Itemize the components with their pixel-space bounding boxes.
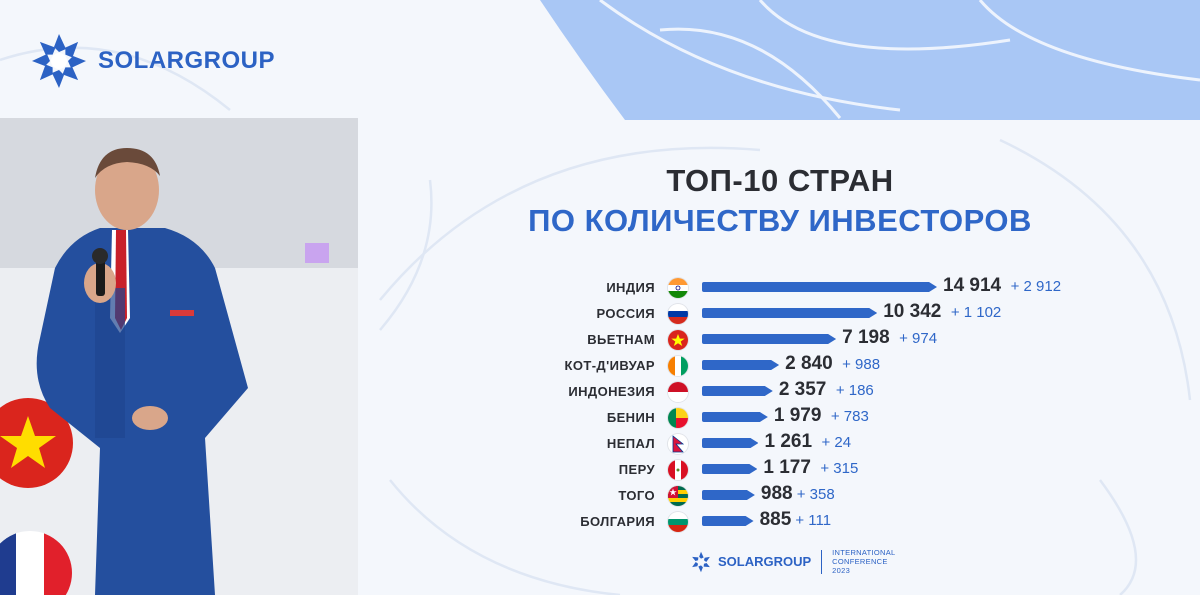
country-label: ПЕРУ [618, 462, 655, 477]
value-label: 10 342 [883, 301, 942, 322]
togo-flag-icon [668, 486, 688, 506]
peru-flag-icon [668, 460, 688, 480]
increase-label: + 974 [899, 330, 938, 347]
country-label: ИНДИЯ [606, 280, 655, 295]
country-label: БОЛГАРИЯ [580, 514, 655, 529]
value-label: 1 177 [763, 457, 811, 478]
conference-footer: SOLARGROUP INTERNATIONAL CONFERENCE 2023 [690, 548, 896, 575]
russia-flag-icon [668, 304, 688, 324]
increase-label: + 2 912 [1010, 278, 1062, 295]
increase-label: + 111 [795, 512, 832, 529]
speaker-image [0, 118, 358, 595]
bar [702, 282, 937, 292]
value-label: 885 [759, 509, 792, 530]
increase-label: + 24 [821, 434, 852, 451]
bar [702, 412, 768, 422]
bar [702, 360, 779, 370]
value-label: 7 198 [842, 327, 890, 348]
nepal-flag-icon [668, 434, 688, 454]
value-label: 2 840 [785, 353, 833, 374]
country-label: КОТ-Д'ИВУАР [564, 358, 655, 373]
bar [702, 308, 877, 318]
conference-line3: 2023 [832, 566, 851, 575]
india-flag-icon [668, 278, 688, 298]
value-label: 2 357 [778, 379, 827, 400]
brand-name: SOLARGROUP [98, 47, 276, 74]
value-label: 14 914 [943, 275, 1002, 296]
country-label: БЕНИН [606, 410, 655, 425]
bar [702, 438, 758, 448]
country-label: РОССИЯ [596, 306, 655, 321]
chart-row: БОЛГАРИЯ 885 + 111 [500, 509, 1100, 535]
chart-row: ИНДИЯ 14 914 + 2 912 [500, 275, 1100, 301]
benin-flag-icon [668, 408, 688, 428]
solar-logo-icon [32, 34, 86, 88]
ivory-coast-flag-icon [668, 356, 688, 376]
increase-label: + 186 [835, 382, 874, 399]
indonesia-flag-icon [668, 382, 688, 402]
chart-row: КОТ-Д'ИВУАР 2 840 + 988 [500, 353, 1100, 379]
country-label: ВЬЕТНАМ [587, 332, 655, 347]
increase-label: + 988 [842, 356, 881, 373]
conference-line2: CONFERENCE [832, 557, 888, 566]
increase-label: + 1 102 [950, 304, 1002, 321]
chart-row: РОССИЯ 10 342 + 1 102 [500, 301, 1100, 327]
value-label: 1 979 [773, 405, 822, 426]
country-label: ИНДОНЕЗИЯ [568, 384, 655, 399]
bulgaria-flag-icon [668, 512, 688, 532]
chart-row: БЕНИН 1 979 + 783 [500, 405, 1100, 431]
bar [702, 516, 754, 526]
conference-label: INTERNATIONAL CONFERENCE 2023 [832, 548, 895, 575]
chart-row: ИНДОНЕЗИЯ 2 357 + 186 [500, 379, 1100, 405]
footer-divider [821, 549, 823, 574]
increase-label: + 358 [796, 486, 835, 503]
value-label: 988 [760, 483, 793, 504]
chart-row: НЕПАЛ 1 261 + 24 [500, 431, 1100, 457]
value-label: 1 261 [764, 431, 813, 452]
conference-line1: INTERNATIONAL [832, 548, 896, 557]
bar [702, 490, 755, 500]
speaker-video [0, 118, 358, 595]
investors-bar-chart: ИНДИЯ 14 914 + 2 912 РОССИЯ 10 342 + 1 102 ВЬЕ… [500, 275, 1100, 535]
country-label: НЕПАЛ [606, 436, 655, 451]
bar [702, 386, 773, 396]
chart-row: ВЬЕТНАМ 7 198 + 974 [500, 327, 1100, 353]
chart-row: ПЕРУ 1 177 + 315 [500, 457, 1100, 483]
vietnam-flag-icon [668, 330, 688, 350]
increase-label: + 315 [820, 460, 859, 477]
increase-label: + 783 [830, 408, 869, 425]
chart-row: ТОГО 988 + 358 [500, 483, 1100, 509]
solar-logo-small-icon [692, 551, 710, 572]
chart-title-line1: ТОП-10 СТРАН [666, 163, 894, 198]
brand-logo: SOLARGROUP [30, 32, 275, 90]
bar [702, 334, 836, 344]
country-label: ТОГО [618, 488, 655, 503]
bar [702, 464, 757, 474]
chart-title-line2: ПО КОЛИЧЕСТВУ ИНВЕСТОРОВ [528, 203, 1032, 238]
footer-brand: SOLARGROUP [718, 554, 812, 569]
